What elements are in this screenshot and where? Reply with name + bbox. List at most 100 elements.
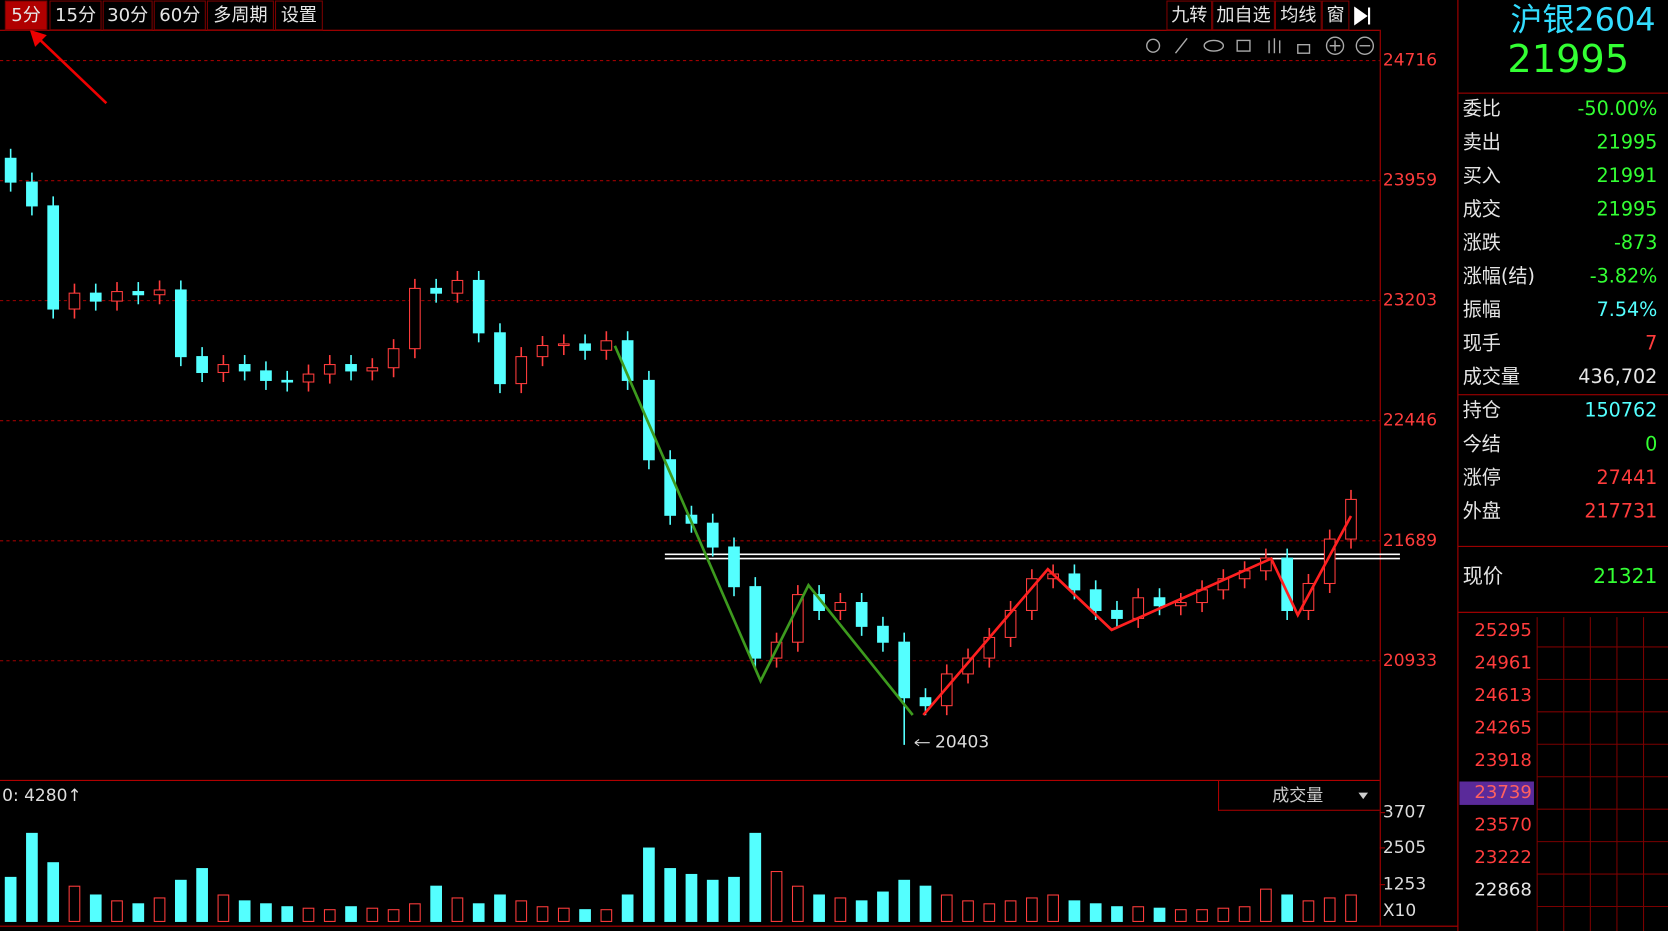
candle-body (1004, 609, 1017, 638)
quote-label: 振幅 (1463, 298, 1501, 321)
period-tab[interactable] (206, 0, 274, 31)
candle-body (706, 522, 719, 548)
volume-bar (132, 903, 145, 922)
candle-body (26, 181, 38, 207)
candle-body (877, 625, 889, 643)
chart-tool-icons (1146, 36, 1375, 55)
volume-bar (579, 909, 591, 922)
volume-bar (1323, 897, 1336, 922)
period-tab-label[interactable]: 15分 (55, 5, 96, 26)
period-tab-label[interactable]: 多周期 (213, 5, 267, 26)
volume-bar (1238, 906, 1251, 922)
candle-body (515, 356, 528, 385)
period-tab[interactable] (102, 0, 153, 31)
symbol: 沪银2604 (1511, 0, 1656, 38)
tool-button-label[interactable]: 窗 (1327, 5, 1345, 26)
candle-body (1111, 609, 1123, 619)
candle-body (940, 673, 953, 707)
volume-bar (366, 907, 379, 922)
trend-arrows (613, 345, 1353, 716)
quote-value: 150762 (1584, 399, 1657, 422)
ladder-price: 24613 (1474, 685, 1532, 706)
volume-bar (89, 894, 102, 922)
candle-body (494, 332, 506, 385)
quote-value: -873 (1614, 231, 1657, 254)
volume-bar (834, 897, 847, 922)
tool-button[interactable] (1166, 0, 1213, 31)
quote-label: 现手 (1463, 332, 1501, 355)
candle-body (196, 356, 208, 374)
candle-body (813, 594, 825, 612)
period-tab[interactable] (49, 0, 102, 31)
ladder-price: 24265 (1474, 717, 1532, 738)
candle-body (919, 697, 932, 707)
candle-body (834, 602, 847, 612)
period-tab-label[interactable]: 30分 (107, 5, 148, 26)
candle-body (323, 364, 336, 375)
quote-label: 涨停 (1463, 466, 1501, 489)
candle-body (430, 287, 442, 294)
window-toggle-icon[interactable] (1354, 6, 1371, 26)
tool-button[interactable] (1212, 0, 1275, 31)
candle-body (281, 379, 294, 383)
volume-bar (1302, 900, 1315, 922)
quote-label: 委比 (1463, 97, 1501, 120)
volume-bar (515, 900, 528, 922)
volume-bar (919, 885, 932, 922)
period-tab[interactable] (153, 0, 206, 31)
low-pointer (914, 739, 930, 747)
volume-bar (877, 891, 889, 922)
ladder-price: 23918 (1474, 750, 1532, 771)
ladder-price: 23739 (1474, 782, 1532, 803)
candle-body (1345, 498, 1357, 540)
period-tab-label[interactable]: 60分 (159, 5, 200, 26)
candle-body (132, 291, 145, 296)
y-tick-label: 22446 (1383, 411, 1437, 431)
period-tab-label[interactable]: 设置 (281, 5, 317, 26)
volume-bar (1196, 909, 1208, 922)
volume-bar (940, 894, 953, 922)
volume-bar (409, 903, 421, 922)
ladder-price: 22868 (1474, 880, 1532, 901)
volume-bar (1089, 903, 1102, 922)
candle-body (664, 459, 677, 516)
candle-body (89, 292, 102, 302)
volume-bar (26, 832, 38, 922)
quote-label: 涨跌 (1463, 231, 1501, 254)
dropdown-caret[interactable] (1358, 792, 1369, 800)
volume-bar (1068, 900, 1081, 922)
candle-body (409, 287, 421, 350)
volume-bar (1174, 909, 1187, 922)
ladder-highlight (1459, 781, 1534, 805)
candle-body (898, 641, 911, 699)
tool-button-label[interactable]: 加自选 (1216, 5, 1270, 26)
volume-bar (855, 900, 868, 922)
volume-bar (1026, 897, 1038, 922)
volume-bar (1132, 906, 1145, 922)
volume-bar (4, 876, 17, 922)
volume-bar (111, 900, 123, 922)
volume-bar (643, 847, 655, 922)
ladder-price: 25295 (1474, 620, 1532, 641)
y-tick-label: 24716 (1383, 51, 1437, 71)
quote-value: 7.54% (1597, 298, 1658, 321)
tool-button[interactable] (1321, 0, 1350, 31)
volume-bar (153, 897, 166, 922)
tool-button[interactable] (1274, 0, 1322, 31)
tool-button-label[interactable]: 均线 (1280, 5, 1316, 26)
indicator-dropdown[interactable]: 成交量 (1272, 786, 1323, 806)
volume-readout: 0: 4280↑ (2, 786, 82, 806)
tool-button-label[interactable]: 九转 (1171, 5, 1207, 26)
period-tab[interactable] (4, 0, 48, 31)
quote-label: 买入 (1463, 164, 1501, 187)
ladder-price: 23570 (1474, 815, 1532, 836)
period-tab-label[interactable]: 5分 (11, 5, 41, 26)
candle-body (260, 370, 272, 381)
period-tab[interactable] (274, 0, 323, 31)
volume-bar (749, 832, 762, 922)
candle-body (387, 348, 400, 369)
y-tick-label: 23959 (1383, 171, 1437, 191)
y-tick-label: 20933 (1383, 651, 1437, 671)
